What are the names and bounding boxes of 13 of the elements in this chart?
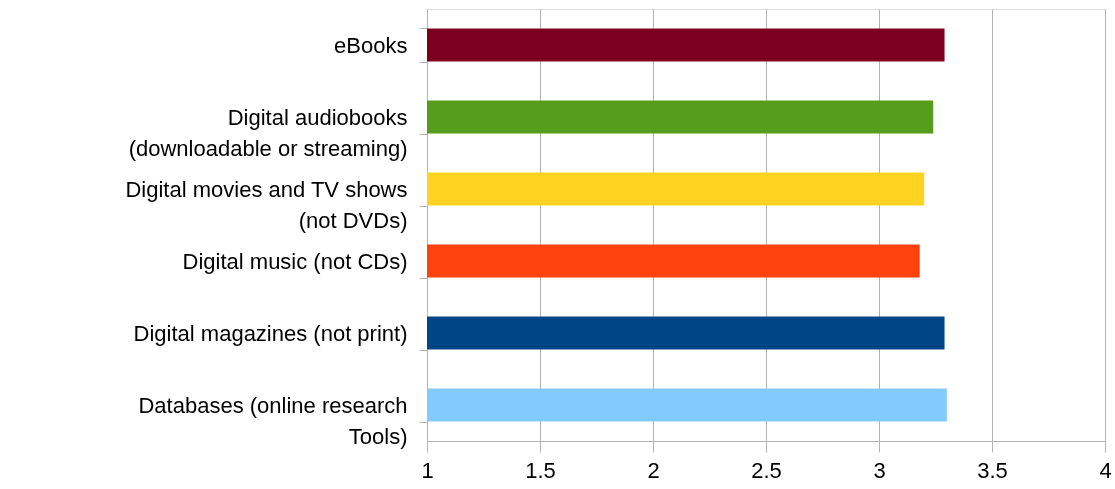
y-tick-label: Digital magazines (not print) bbox=[133, 320, 408, 346]
x-tick-label: 2 bbox=[647, 457, 660, 483]
x-tick-label: 4 bbox=[1099, 457, 1112, 483]
x-tick-label: 1.5 bbox=[525, 457, 556, 483]
x-tick-label: 2.5 bbox=[751, 457, 782, 483]
x-tick-label: 1 bbox=[421, 457, 434, 483]
y-tick-label: Digital audiobooks (downloadable or streaming) bbox=[128, 104, 408, 161]
y-tick-label: eBooks bbox=[334, 32, 408, 58]
y-tick-label: Digital movies and TV shows (not DVDs) bbox=[125, 176, 408, 233]
x-tick-label: 3 bbox=[873, 457, 886, 483]
y-tick-label: Digital music (not CDs) bbox=[182, 248, 408, 274]
x-tick-label: 3.5 bbox=[977, 457, 1008, 483]
y-tick-label: Databases (online research Tools) bbox=[138, 392, 408, 449]
